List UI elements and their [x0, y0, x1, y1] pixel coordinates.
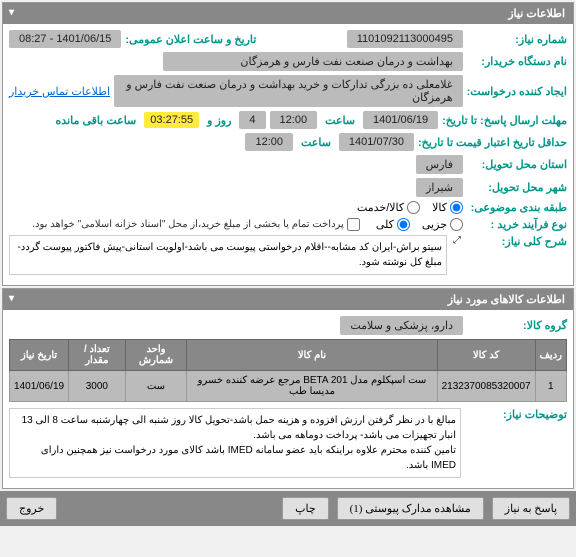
- table-row[interactable]: 1 2132370085320007 ست اسپکلوم مدل BETA 2…: [10, 371, 567, 402]
- saat-label-1: ساعت: [325, 114, 355, 127]
- city-label: شهر محل تحویل:: [467, 181, 567, 194]
- requester-label: ایجاد کننده درخواست:: [467, 85, 567, 98]
- goods-info-header[interactable]: اطلاعات کالاهای مورد نیاز ▾: [3, 289, 573, 310]
- attachments-button[interactable]: مشاهده مدارک پیوستی (1): [337, 497, 484, 520]
- saat-label-2: ساعت: [301, 136, 331, 149]
- col-name: نام کالا: [187, 340, 437, 371]
- purchase-note-checkbox[interactable]: [347, 218, 360, 231]
- footer-bar: پاسخ به نیاز مشاهده مدارک پیوستی (1) چاپ…: [0, 491, 576, 526]
- pt-full-option[interactable]: کلی: [376, 218, 410, 231]
- col-qty: تعداد / مقدار: [69, 340, 125, 371]
- requester-value: غلامعلی ده بزرگی تدارکات و خرید بهداشت و…: [114, 75, 463, 107]
- expand-icon[interactable]: ⤢: [453, 235, 461, 246]
- goods-info-panel: اطلاعات کالاهای مورد نیاز ▾ گروه کالا: د…: [2, 288, 574, 489]
- pt-partial-option[interactable]: جزیی: [422, 218, 463, 231]
- goods-table: ردیف کد کالا نام کالا واحد شمارش تعداد /…: [9, 339, 567, 402]
- exit-button[interactable]: خروج: [6, 497, 57, 520]
- col-unit: واحد شمارش: [125, 340, 187, 371]
- respond-button[interactable]: پاسخ به نیاز: [492, 497, 570, 520]
- collapse-icon[interactable]: ▾: [9, 7, 14, 18]
- pkg-service-option[interactable]: کالا/خدمت: [357, 201, 420, 214]
- collapse-icon[interactable]: ▾: [9, 293, 14, 304]
- province-value: فارس: [416, 155, 463, 174]
- validity-time-value: 12:00: [245, 133, 293, 151]
- panel-title: اطلاعات نیاز: [508, 8, 565, 20]
- cell-code: 2132370085320007: [437, 371, 535, 402]
- buyer-org-value: بهداشت و درمان صنعت نفت فارس و هرمزگان: [163, 52, 463, 71]
- purchase-note-option[interactable]: پرداخت تمام یا بخشی از مبلغ خرید،از محل …: [32, 218, 360, 231]
- panel-title: اطلاعات کالاهای مورد نیاز: [448, 294, 565, 306]
- validity-label: حداقل تاریخ اعتبار قیمت تا تاریخ:: [418, 136, 567, 149]
- need-info-panel: اطلاعات نیاز ▾ شماره نیاز: 1101092113000…: [2, 2, 574, 286]
- purchase-type-radio-group: جزیی کلی: [376, 218, 463, 231]
- packaging-label: طبقه بندی موضوعی:: [467, 201, 567, 214]
- notes-text: مبالغ با در نظر گرفتن ارزش افزوده و هزین…: [9, 408, 461, 478]
- goods-info-body: گروه کالا: دارو، پزشکی و سلامت ردیف کد ک…: [3, 310, 573, 488]
- buyer-org-label: نام دستگاه خریدار:: [467, 55, 567, 68]
- packaging-radio-group: کالا کالا/خدمت: [357, 201, 463, 214]
- remaining-time-value: 03:27:55: [144, 112, 199, 128]
- deadline-date-value: 1401/06/19: [363, 111, 438, 129]
- cell-date: 1401/06/19: [10, 371, 69, 402]
- need-number-value: 1101092113000495: [347, 30, 463, 48]
- col-date: تاریخ نیاز: [10, 340, 69, 371]
- rooz-label: روز و: [207, 114, 231, 127]
- summary-text: سیتو براش-ایران کد مشابه--اقلام درخواستی…: [9, 235, 447, 275]
- cell-unit: ست: [125, 371, 187, 402]
- announce-date-value: 1401/06/15 - 08:27: [9, 30, 121, 48]
- print-button[interactable]: چاپ: [282, 497, 329, 520]
- group-value: دارو، پزشکی و سلامت: [340, 316, 463, 335]
- remaining-label: ساعت باقی مانده: [56, 114, 137, 127]
- group-label: گروه کالا:: [467, 319, 567, 332]
- city-value: شیراز: [416, 178, 463, 197]
- days-count-value: 4: [239, 111, 265, 129]
- need-number-label: شماره نیاز:: [467, 33, 567, 46]
- col-row: ردیف: [535, 340, 566, 371]
- cell-row: 1: [535, 371, 566, 402]
- notes-label: توضیحات نیاز:: [467, 408, 567, 421]
- pkg-service-radio[interactable]: [407, 201, 420, 214]
- pt-full-radio[interactable]: [397, 218, 410, 231]
- pkg-kala-radio[interactable]: [450, 201, 463, 214]
- summary-label: شرح کلی نیاز:: [467, 235, 567, 248]
- table-header-row: ردیف کد کالا نام کالا واحد شمارش تعداد /…: [10, 340, 567, 371]
- pkg-kala-option[interactable]: کالا: [432, 201, 463, 214]
- contact-link[interactable]: اطلاعات تماس خریدار: [9, 85, 110, 98]
- cell-qty: 3000: [69, 371, 125, 402]
- purchase-type-label: نوع فرآیند خرید :: [467, 218, 567, 231]
- deadline-label: مهلت ارسال پاسخ: تا تاریخ:: [442, 114, 567, 127]
- cell-name: ست اسپکلوم مدل BETA 201 مرجع عرضه کننده …: [187, 371, 437, 402]
- deadline-time-value: 12:00: [270, 111, 318, 129]
- need-info-header[interactable]: اطلاعات نیاز ▾: [3, 3, 573, 24]
- validity-date-value: 1401/07/30: [339, 133, 414, 151]
- need-info-body: شماره نیاز: 1101092113000495 تاریخ و ساع…: [3, 24, 573, 285]
- province-label: استان محل تحویل:: [467, 158, 567, 171]
- pt-partial-radio[interactable]: [450, 218, 463, 231]
- col-code: کد کالا: [437, 340, 535, 371]
- announce-label: تاریخ و ساعت اعلان عمومی:: [125, 33, 256, 46]
